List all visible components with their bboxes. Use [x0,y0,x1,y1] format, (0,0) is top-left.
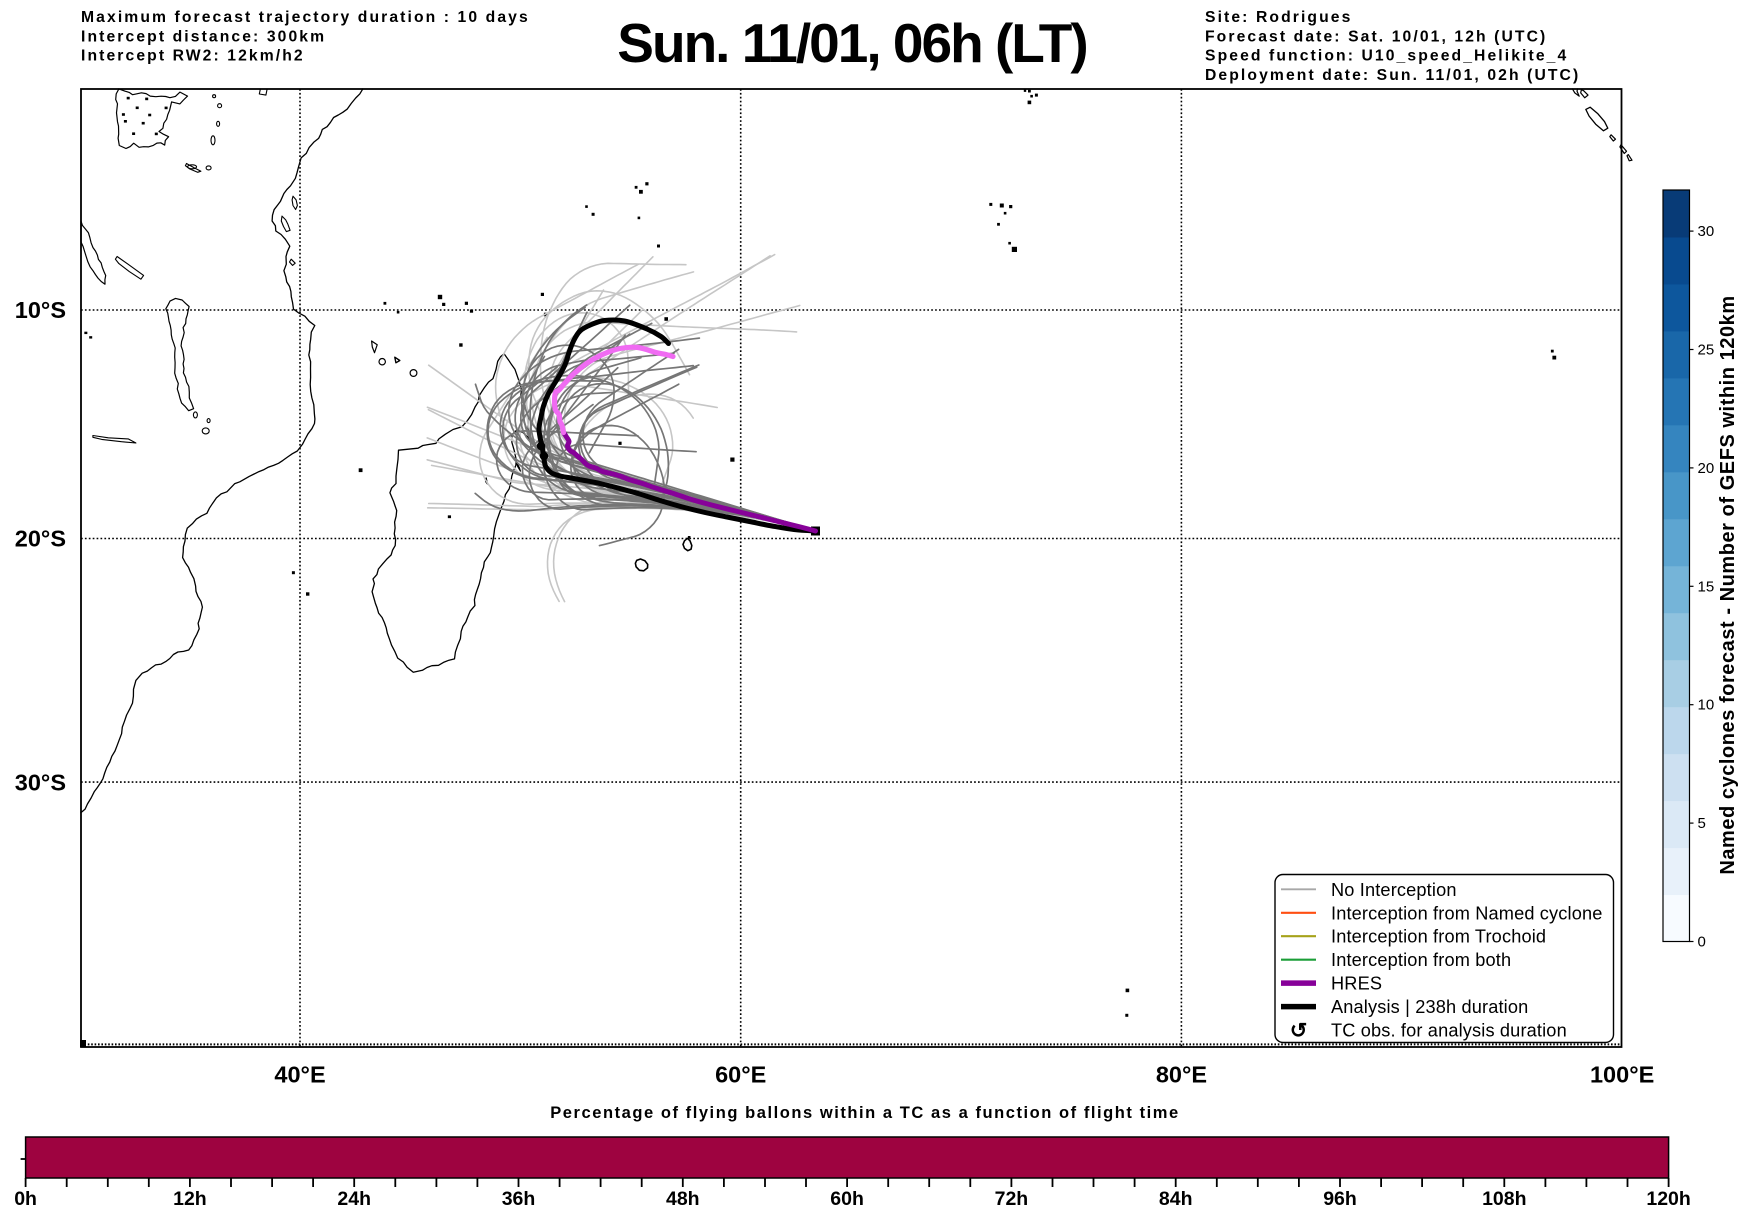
svg-text:20: 20 [1698,460,1715,477]
svg-text:Intercept distance: 300km: Intercept distance: 300km [81,28,326,45]
svg-text:Analysis | 238h duration: Analysis | 238h duration [1331,997,1528,1017]
svg-text:10°S: 10°S [15,297,66,323]
svg-text:Deployment date: Sun. 11/01, 0: Deployment date: Sun. 11/01, 02h (UTC) [1205,67,1580,84]
svg-text:Forecast date: Sat. 10/01, 12h: Forecast date: Sat. 10/01, 12h (UTC) [1205,28,1547,45]
svg-text:Sun. 11/01, 06h (LT): Sun. 11/01, 06h (LT) [617,12,1086,74]
svg-text:30: 30 [1698,223,1715,240]
svg-text:60h: 60h [830,1188,864,1210]
svg-text:Intercept RW2: 12km/h2: Intercept RW2: 12km/h2 [81,48,305,65]
svg-text:↺: ↺ [1290,1020,1308,1043]
svg-text:24h: 24h [337,1188,371,1210]
svg-text:0h: 0h [14,1188,37,1210]
svg-text:HRES: HRES [1331,974,1382,994]
svg-text:No Interception: No Interception [1331,880,1457,900]
svg-text:Percentage of flying ballons w: Percentage of flying ballons within a TC… [550,1104,1180,1122]
svg-text:84h: 84h [1159,1188,1193,1210]
svg-text:80°E: 80°E [1156,1062,1207,1088]
svg-text:120h: 120h [1646,1188,1690,1210]
svg-text:40°E: 40°E [274,1062,325,1088]
svg-text:5: 5 [1698,815,1706,832]
svg-text:96h: 96h [1323,1188,1357,1210]
svg-text:Interception from both: Interception from both [1331,950,1511,970]
svg-text:25: 25 [1698,342,1715,359]
svg-text:Site: Rodrigues: Site: Rodrigues [1205,9,1352,26]
svg-text:100°E: 100°E [1590,1062,1654,1088]
svg-text:10: 10 [1698,697,1715,714]
svg-text:Maximum forecast trajectory du: Maximum forecast trajectory duration : 1… [81,9,530,26]
svg-text:12h: 12h [173,1188,207,1210]
svg-text:Interception from Named cyclon: Interception from Named cyclone [1331,903,1603,923]
svg-text:0: 0 [1698,934,1706,951]
svg-text:108h: 108h [1482,1188,1526,1210]
svg-text:48h: 48h [666,1188,700,1210]
svg-text:60°E: 60°E [715,1062,766,1088]
svg-text:TC obs. for analysis duration: TC obs. for analysis duration [1331,1021,1567,1041]
svg-text:15: 15 [1698,578,1715,595]
svg-text:Named cyclones forecast - Numb: Named cyclones forecast - Number of GEFS… [1717,295,1739,874]
svg-text:Interception from Trochoid: Interception from Trochoid [1331,927,1546,947]
svg-text:36h: 36h [502,1188,536,1210]
svg-text:Speed function: U10_speed_Heli: Speed function: U10_speed_Helikite_4 [1205,48,1568,65]
svg-text:30°S: 30°S [15,769,66,795]
svg-text:72h: 72h [995,1188,1029,1210]
svg-text:20°S: 20°S [15,526,66,552]
